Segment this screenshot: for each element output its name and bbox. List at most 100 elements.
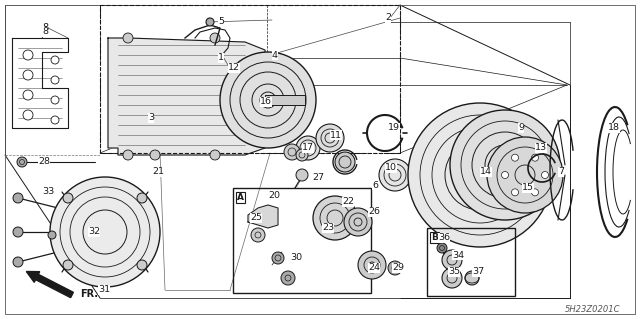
Bar <box>265 95 305 105</box>
Polygon shape <box>248 205 278 228</box>
Bar <box>100 5 400 153</box>
Circle shape <box>272 252 284 264</box>
Text: 5H23Z0201C: 5H23Z0201C <box>565 306 621 315</box>
Circle shape <box>48 231 56 239</box>
Text: 11: 11 <box>330 130 342 139</box>
Circle shape <box>531 154 538 161</box>
Text: FR.: FR. <box>80 289 98 299</box>
Circle shape <box>442 250 462 270</box>
Circle shape <box>281 271 295 285</box>
Circle shape <box>23 70 33 80</box>
Circle shape <box>450 110 560 220</box>
Circle shape <box>51 96 59 104</box>
Text: 7: 7 <box>558 167 564 176</box>
Circle shape <box>487 137 563 213</box>
Text: 21: 21 <box>152 167 164 176</box>
Circle shape <box>335 152 355 172</box>
Circle shape <box>13 227 23 237</box>
Circle shape <box>13 257 23 267</box>
Text: 33: 33 <box>42 188 54 197</box>
Circle shape <box>123 33 133 43</box>
Circle shape <box>210 150 220 160</box>
Text: 5: 5 <box>218 18 224 26</box>
Text: 10: 10 <box>385 164 397 173</box>
Circle shape <box>344 208 372 236</box>
Text: 4: 4 <box>272 50 278 60</box>
Circle shape <box>442 268 462 288</box>
Circle shape <box>296 149 308 161</box>
Circle shape <box>511 154 518 161</box>
FancyArrow shape <box>26 271 74 298</box>
Circle shape <box>541 172 548 179</box>
Text: 25: 25 <box>250 213 262 222</box>
Circle shape <box>51 56 59 64</box>
Circle shape <box>465 271 479 285</box>
Circle shape <box>13 193 23 203</box>
Text: 16: 16 <box>260 98 272 107</box>
Circle shape <box>358 251 386 279</box>
Circle shape <box>511 189 518 196</box>
Text: 32: 32 <box>88 227 100 236</box>
Text: 9: 9 <box>518 123 524 132</box>
Text: 36: 36 <box>438 234 450 242</box>
Text: 30: 30 <box>290 254 302 263</box>
Text: 1: 1 <box>218 54 224 63</box>
Circle shape <box>23 50 33 60</box>
Circle shape <box>51 116 59 124</box>
Text: 20: 20 <box>268 190 280 199</box>
Circle shape <box>502 172 509 179</box>
Text: 8: 8 <box>42 23 48 33</box>
Bar <box>427 228 515 296</box>
Text: 35: 35 <box>448 268 460 277</box>
Circle shape <box>50 177 160 287</box>
Text: 6: 6 <box>372 181 378 189</box>
Circle shape <box>379 159 411 191</box>
Text: A: A <box>237 193 244 202</box>
Circle shape <box>137 193 147 203</box>
Circle shape <box>296 169 308 181</box>
Circle shape <box>437 243 447 253</box>
Text: 14: 14 <box>480 167 492 176</box>
Circle shape <box>388 261 402 275</box>
Circle shape <box>137 260 147 270</box>
Circle shape <box>531 189 538 196</box>
Text: 34: 34 <box>452 250 464 259</box>
Circle shape <box>313 196 357 240</box>
Text: 15: 15 <box>522 183 534 192</box>
Text: 23: 23 <box>322 224 334 233</box>
Circle shape <box>123 150 133 160</box>
Text: 13: 13 <box>535 144 547 152</box>
Text: B: B <box>431 233 438 242</box>
Circle shape <box>63 193 73 203</box>
Circle shape <box>316 124 344 152</box>
Circle shape <box>150 150 160 160</box>
Bar <box>233 188 371 293</box>
Text: 18: 18 <box>608 123 620 132</box>
Circle shape <box>296 136 320 160</box>
Text: 26: 26 <box>368 207 380 217</box>
Text: 27: 27 <box>312 174 324 182</box>
Circle shape <box>284 144 300 160</box>
Text: 3: 3 <box>148 114 154 122</box>
Circle shape <box>51 76 59 84</box>
Text: 12: 12 <box>228 63 240 72</box>
Text: 22: 22 <box>342 197 354 206</box>
Circle shape <box>23 110 33 120</box>
Circle shape <box>23 90 33 100</box>
Circle shape <box>220 52 316 148</box>
Circle shape <box>251 228 265 242</box>
Text: 17: 17 <box>302 144 314 152</box>
Circle shape <box>63 260 73 270</box>
Circle shape <box>17 157 27 167</box>
Text: 8: 8 <box>42 27 48 36</box>
Circle shape <box>206 18 214 26</box>
Text: 28: 28 <box>38 158 50 167</box>
Polygon shape <box>108 38 265 155</box>
Circle shape <box>210 33 220 43</box>
Text: 2: 2 <box>385 13 391 23</box>
Circle shape <box>408 103 552 247</box>
Text: 37: 37 <box>472 268 484 277</box>
Text: 31: 31 <box>98 286 110 294</box>
Text: 29: 29 <box>392 263 404 272</box>
Text: 24: 24 <box>368 263 380 272</box>
